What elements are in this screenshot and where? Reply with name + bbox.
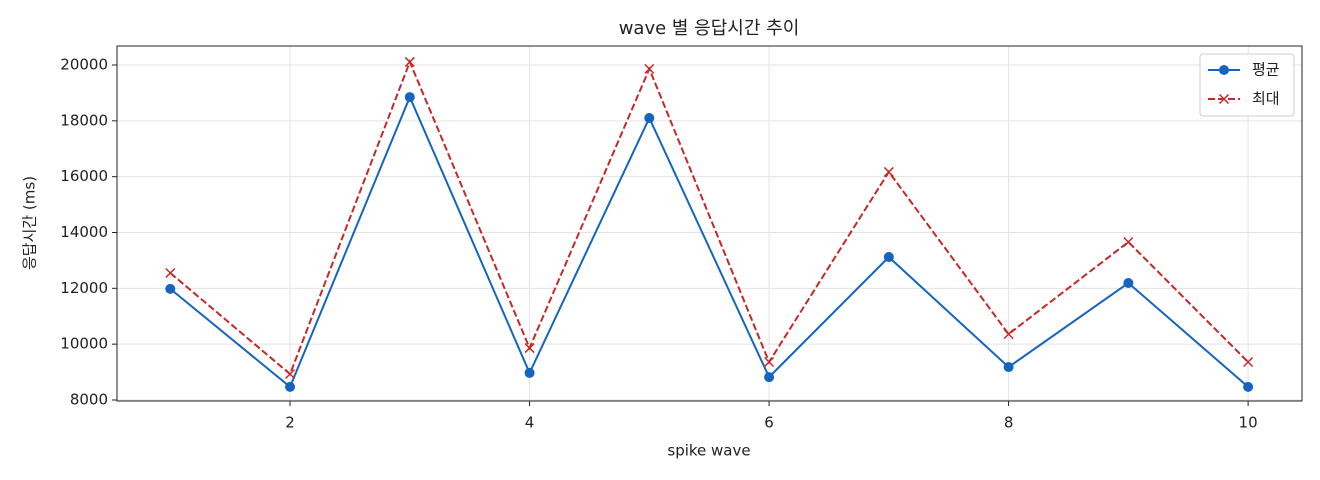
marker [285, 381, 296, 392]
marker [764, 372, 775, 383]
marker [1243, 381, 1254, 392]
marker [644, 63, 655, 74]
legend-marker [1219, 65, 1229, 75]
legend-box [1199, 53, 1295, 117]
marker [1003, 329, 1014, 340]
marker [404, 56, 415, 67]
marker [524, 343, 535, 354]
series-line [169, 94, 1249, 389]
marker [285, 369, 296, 380]
marker [1003, 362, 1014, 373]
y-axis-label: 응답시간 (ms) [21, 176, 39, 270]
marker [883, 166, 894, 177]
marker [165, 267, 176, 279]
y-tick-label: 20000 [60, 55, 108, 73]
y-tick-label: 14000 [60, 223, 108, 241]
x-tick-label: 6 [764, 414, 774, 432]
marker [1243, 356, 1254, 368]
x-tick-label: 10 [1239, 414, 1258, 432]
legend-marker [1218, 93, 1230, 105]
x-tick-label: 2 [285, 414, 295, 432]
y-tick-label: 12000 [60, 279, 108, 297]
legend-label: 평균 [1252, 61, 1280, 79]
y-tick-label: 16000 [60, 167, 108, 185]
marker [165, 283, 176, 294]
marker [1123, 278, 1134, 289]
series-line [169, 59, 1249, 376]
marker [1123, 236, 1134, 248]
marker [644, 113, 655, 124]
x-axis-label: spike wave [667, 442, 750, 460]
marker [404, 92, 415, 103]
chart-title: wave 별 응답시간 추이 [619, 18, 800, 39]
y-tick-label: 18000 [60, 111, 108, 129]
marker [764, 356, 775, 368]
marker [883, 252, 894, 263]
plot-frame [116, 45, 1303, 402]
x-tick-label: 8 [1004, 414, 1014, 432]
y-tick-label: 8000 [70, 390, 108, 408]
marker [524, 367, 535, 378]
x-tick-label: 4 [525, 414, 535, 432]
legend-label: 최대 [1252, 90, 1280, 108]
y-tick-label: 10000 [60, 335, 108, 353]
